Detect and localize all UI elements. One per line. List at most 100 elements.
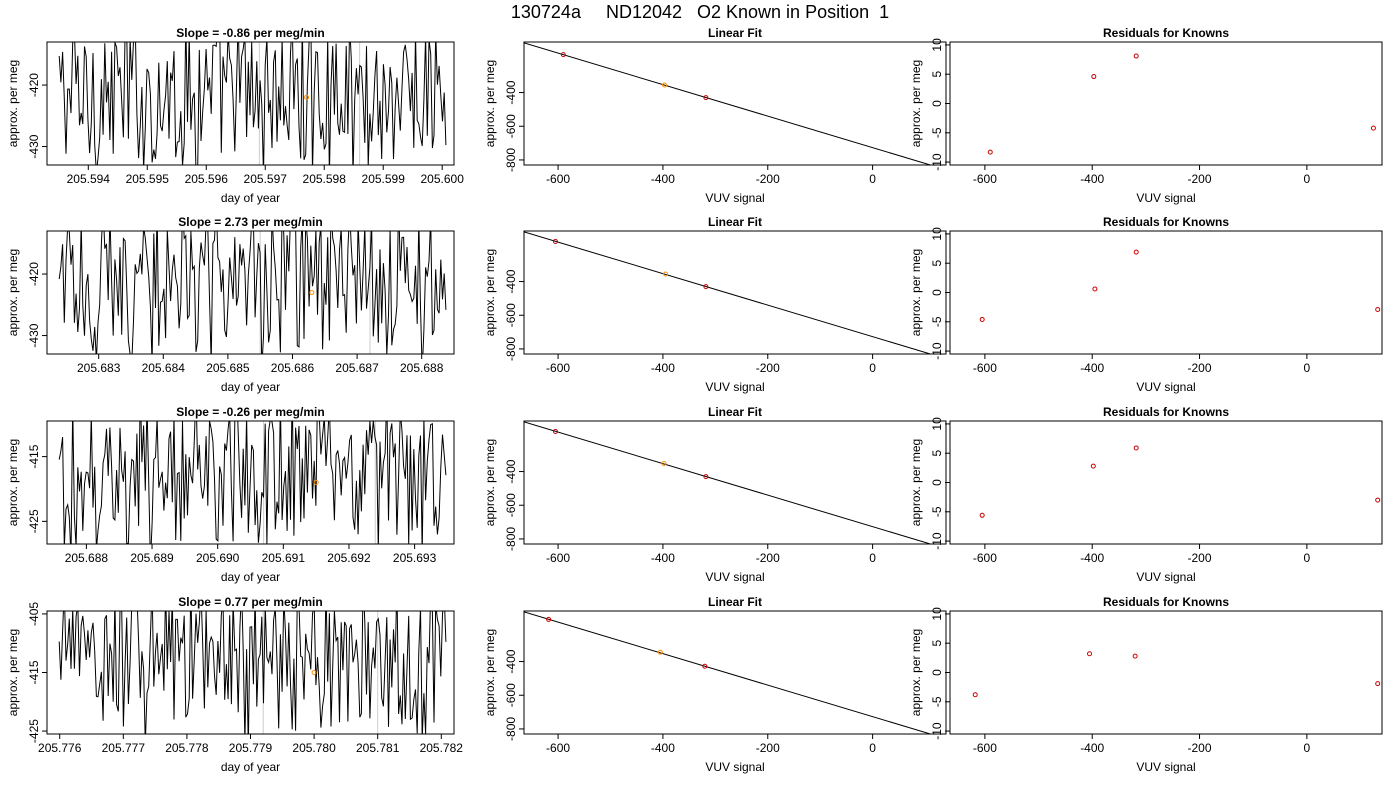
x-tick-label: 205.600 xyxy=(421,172,465,186)
y-tick-label: 0 xyxy=(930,479,944,486)
y-tick-label: 5 xyxy=(930,450,944,457)
x-tick-label: -600 xyxy=(973,551,997,565)
known-point xyxy=(1375,681,1381,687)
plot-frame xyxy=(949,420,1383,545)
panel-title: Slope = -0.86 per meg/min xyxy=(176,26,324,40)
panel-residuals-row2: Residuals for Knowns VUV signal approx. pe… xyxy=(909,215,1383,394)
x-axis-label: VUV signal xyxy=(1136,191,1195,205)
x-tick-label: 205.683 xyxy=(77,361,121,375)
panel-title: Linear Fit xyxy=(708,26,762,40)
y-tick-label: -600 xyxy=(504,114,518,138)
x-tick-label: -400 xyxy=(1080,551,1104,565)
panel-linear-fit-row2: Linear Fit VUV signal approx. per meg -600 -… xyxy=(483,215,947,394)
x-tick-label: 205.689 xyxy=(130,551,174,565)
plot-area xyxy=(524,611,933,734)
x-tick-label: 205.687 xyxy=(335,361,379,375)
y-tick-label: -600 xyxy=(504,493,518,517)
panel-time-series-row4: Slope = 0.77 per meg/min day of year appro… xyxy=(6,595,463,774)
x-tick-label: -400 xyxy=(651,361,675,375)
x-tick-label: 205.595 xyxy=(126,172,170,186)
known-point xyxy=(703,474,709,480)
x-tick-label: -400 xyxy=(651,172,675,186)
x-tick-label: 205.781 xyxy=(356,741,400,755)
x-tick-label: -400 xyxy=(1080,361,1104,375)
known-point xyxy=(1375,497,1381,503)
known-point xyxy=(1133,53,1139,59)
x-tick-label: -600 xyxy=(973,741,997,755)
y-axis-label: approx. per meg xyxy=(483,439,497,526)
y-axis-label: approx. per meg xyxy=(6,60,20,147)
x-tick-label: -200 xyxy=(1188,361,1212,375)
x-axis-label: VUV signal xyxy=(705,191,764,205)
y-axis-label: approx. per meg xyxy=(483,249,497,336)
known-point xyxy=(1375,306,1381,312)
x-tick-label: -200 xyxy=(756,741,780,755)
x-tick-label: -400 xyxy=(651,741,675,755)
plot-frame xyxy=(949,610,1383,735)
x-tick-label: 205.685 xyxy=(206,361,250,375)
known-point xyxy=(979,512,985,518)
plot-frame xyxy=(949,41,1383,166)
x-tick-label: -600 xyxy=(546,361,570,375)
known-point xyxy=(1132,653,1138,659)
x-tick-label: 0 xyxy=(1304,361,1311,375)
y-tick-label: -5 xyxy=(930,506,944,517)
panel-title: Residuals for Knowns xyxy=(1103,405,1229,419)
y-tick-label: -5 xyxy=(930,127,944,138)
y-tick-label: -800 xyxy=(504,717,518,741)
panel-title: Residuals for Knowns xyxy=(1103,215,1229,229)
x-tick-label: -600 xyxy=(973,172,997,186)
y-axis-label: approx. per meg xyxy=(6,629,20,716)
plot-area xyxy=(972,651,1381,698)
panel-residuals-row3: Residuals for Knowns VUV signal approx. pe… xyxy=(909,405,1383,584)
fit-line xyxy=(524,611,933,734)
x-tick-label: 205.686 xyxy=(271,361,315,375)
mean-point xyxy=(313,480,319,485)
x-tick-label: 0 xyxy=(1304,551,1311,565)
plot-area xyxy=(58,42,447,165)
plot-frame xyxy=(46,610,455,735)
fit-line xyxy=(524,42,933,165)
y-tick-label: 5 xyxy=(930,260,944,267)
x-tick-label: 205.777 xyxy=(102,741,146,755)
mean-point xyxy=(304,94,310,100)
y-tick-label: -400 xyxy=(504,459,518,483)
known-point xyxy=(1370,125,1376,131)
x-axis-label: VUV signal xyxy=(705,570,764,584)
known-point xyxy=(1091,74,1097,80)
x-tick-label: 0 xyxy=(869,172,876,186)
known-point xyxy=(552,238,558,244)
known-point xyxy=(703,95,709,101)
y-tick-label: 10 xyxy=(930,227,944,241)
y-tick-label: -10 xyxy=(930,153,944,171)
known-point xyxy=(1087,651,1093,657)
y-tick-label: -420 xyxy=(27,262,41,286)
x-axis-label: VUV signal xyxy=(1136,570,1195,584)
y-tick-label: -420 xyxy=(27,73,41,97)
panel-title: Linear Fit xyxy=(708,595,762,609)
mean-point xyxy=(311,670,317,675)
y-tick-label: 5 xyxy=(930,640,944,647)
y-axis-label: approx. per meg xyxy=(909,60,923,147)
known-point xyxy=(703,284,709,290)
x-tick-label: -400 xyxy=(1080,741,1104,755)
x-tick-label: 205.688 xyxy=(65,551,109,565)
known-point xyxy=(979,316,985,322)
x-tick-label: 0 xyxy=(869,551,876,565)
panel-residuals-row1: Residuals for Knowns VUV signal approx. pe… xyxy=(909,26,1383,205)
x-tick-label: -600 xyxy=(546,172,570,186)
x-tick-label: 0 xyxy=(869,361,876,375)
x-axis-label: day of year xyxy=(221,191,280,205)
y-tick-label: -415 xyxy=(27,660,41,684)
x-tick-label: -400 xyxy=(1080,172,1104,186)
plot-area xyxy=(987,53,1376,155)
panel-time-series-row2: Slope = 2.73 per meg/min day of year appro… xyxy=(6,215,455,394)
signal-trace xyxy=(58,42,447,165)
y-tick-label: -600 xyxy=(504,303,518,327)
signal-trace xyxy=(58,231,447,354)
panel-time-series-row1: Slope = -0.86 per meg/min day of year appr… xyxy=(6,26,465,205)
y-axis-label: approx. per meg xyxy=(6,439,20,526)
x-tick-label: 205.779 xyxy=(229,741,273,755)
panel-linear-fit-row1: Linear Fit VUV signal approx. per meg -600 -… xyxy=(483,26,947,205)
